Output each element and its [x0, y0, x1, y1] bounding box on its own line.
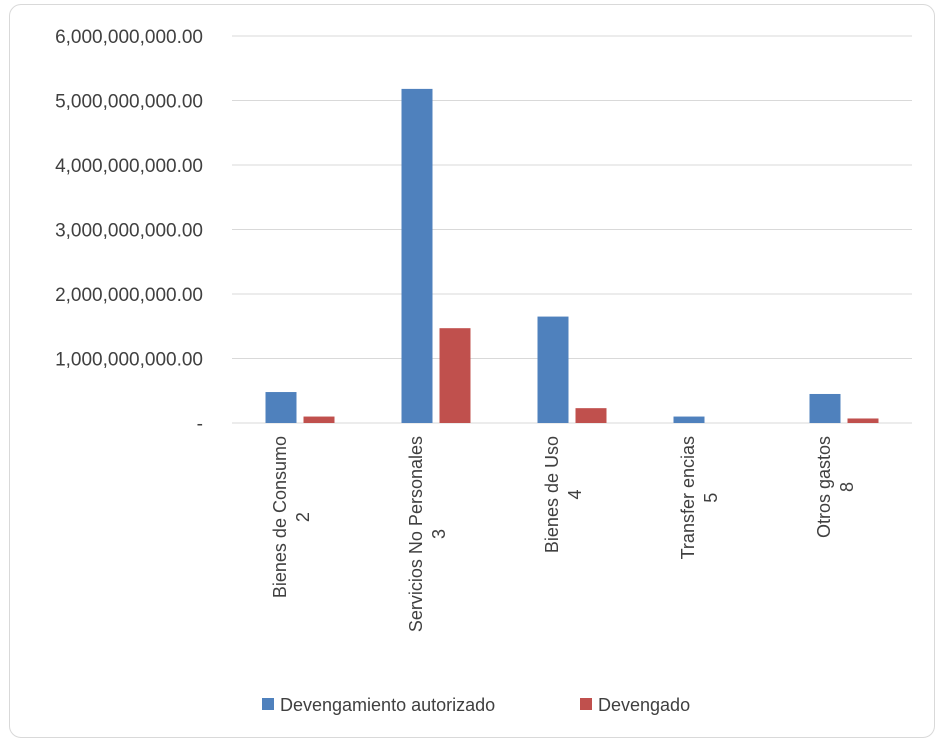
y-tick-label: 6,000,000,000.00: [55, 27, 203, 48]
bar-devengamiento-autorizado: [809, 393, 841, 423]
bars: [265, 88, 879, 423]
category-code: 2: [293, 512, 313, 522]
x-category-label: Transfer encias 5: [678, 436, 721, 559]
y-axis-tick-labels: - 1,000,000,000.00 2,000,000,000.00 3,000,0…: [55, 27, 203, 435]
y-tick-label: 1,000,000,000.00: [55, 350, 203, 371]
x-category-label: Servicios No Personales 3: [406, 436, 449, 632]
bar-devengado: [303, 416, 335, 423]
x-category-label: Bienes de Consumo 2: [270, 436, 313, 598]
x-category-label: Bienes de Uso 4: [542, 436, 585, 553]
category-code: 4: [565, 490, 585, 500]
y-tick-label: 5,000,000,000.00: [55, 92, 203, 113]
legend-swatch: [262, 698, 274, 710]
category-code: 3: [429, 529, 449, 539]
x-category-label: Otros gastos 8: [814, 436, 857, 538]
category-name: Bienes de Consumo: [270, 436, 290, 598]
y-tick-label: 2,000,000,000.00: [55, 285, 203, 306]
y-tick-label: 4,000,000,000.00: [55, 156, 203, 177]
category-code: 5: [701, 493, 721, 503]
category-name: Servicios No Personales: [406, 436, 426, 632]
legend-label: Devengamiento autorizado: [280, 695, 495, 715]
bar-devengado: [439, 328, 471, 423]
bar-devengado: [847, 418, 879, 423]
bar-devengado: [575, 408, 607, 423]
legend-label: Devengado: [598, 695, 690, 715]
bar-devengamiento-autorizado: [401, 88, 433, 423]
category-name: Otros gastos: [814, 436, 834, 538]
legend: Devengamiento autorizado Devengado: [262, 695, 690, 715]
x-axis-category-labels: Bienes de Consumo 2 Servicios No Personale…: [270, 436, 857, 632]
bar-devengamiento-autorizado: [537, 316, 569, 423]
chart-frame: [9, 4, 935, 738]
category-code: 8: [837, 482, 857, 492]
category-name: Transfer encias: [678, 436, 698, 559]
legend-swatch: [580, 698, 592, 710]
y-tick-label: -: [197, 414, 203, 435]
y-tick-label: 3,000,000,000.00: [55, 221, 203, 242]
gridlines: [232, 35, 912, 424]
category-name: Bienes de Uso: [542, 436, 562, 553]
bar-devengamiento-autorizado: [265, 392, 297, 423]
bar-devengamiento-autorizado: [673, 416, 705, 423]
